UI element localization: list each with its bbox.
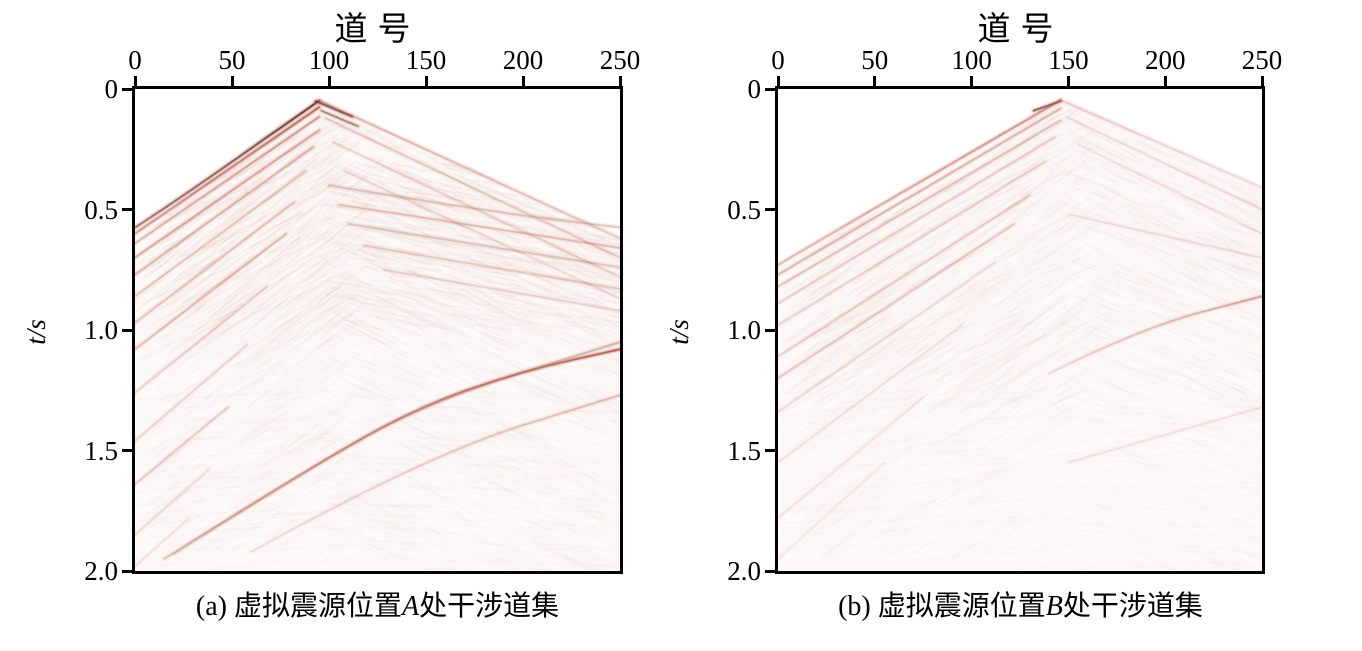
y-tick-mark xyxy=(765,208,775,211)
x-tick-mark xyxy=(424,76,428,86)
x-tick-label: 100 xyxy=(951,45,992,75)
caption-text: (b) 虚拟震源位置 xyxy=(838,591,1046,622)
y-tick-mark xyxy=(122,208,132,211)
y-tick-label: 1.5 xyxy=(727,435,761,466)
x-tick-mark xyxy=(327,76,331,86)
x-tick-mark xyxy=(873,76,877,86)
y-tick-label: 2.0 xyxy=(84,556,118,586)
x-tick-mark xyxy=(133,76,137,86)
y-tick-label: 2.0 xyxy=(727,556,761,586)
x-axis-title: 道号 xyxy=(334,12,421,48)
x-tick-label: 0 xyxy=(128,45,142,75)
x-tick-mark xyxy=(618,76,622,86)
caption-b: (b) 虚拟震源位置B处干涉道集 xyxy=(753,584,1288,624)
y-tick-mark xyxy=(122,569,132,573)
x-tick-mark xyxy=(521,76,525,86)
y-tick-label: 1.0 xyxy=(727,315,761,345)
y-tick-mark xyxy=(765,449,775,452)
y-tick-mark xyxy=(122,87,132,91)
x-tick-mark xyxy=(1066,76,1070,86)
seismic-gather-canvas-a xyxy=(135,89,620,571)
x-tick-mark xyxy=(230,76,234,86)
caption-text: 处干涉道集 xyxy=(419,591,560,622)
x-tick-mark xyxy=(970,76,974,86)
y-tick-label: 1.5 xyxy=(84,435,118,466)
x-tick-mark xyxy=(776,76,780,86)
caption-a: (a) 虚拟震源位置A处干涉道集 xyxy=(110,584,645,624)
x-tick-label: 50 xyxy=(218,45,246,75)
caption-letter: B xyxy=(1045,591,1063,622)
y-tick-label: 0 xyxy=(747,74,762,104)
x-tick-label: 50 xyxy=(861,45,889,75)
y-tick-mark xyxy=(765,328,775,332)
y-tick-label: 1.0 xyxy=(84,315,118,345)
x-tick-label: 100 xyxy=(308,45,350,75)
x-axis-title: 道号 xyxy=(977,12,1064,48)
caption-text: 处干涉道集 xyxy=(1062,591,1203,622)
y-tick-label: 0.5 xyxy=(727,194,761,225)
caption-text: (a) 虚拟震源位置 xyxy=(195,591,402,622)
seismic-gather-canvas-b xyxy=(778,89,1262,571)
y-tick-mark xyxy=(765,569,775,573)
y-tick-label: 0.5 xyxy=(84,194,118,225)
y-tick-mark xyxy=(122,449,132,452)
x-tick-label: 250 xyxy=(599,45,641,75)
y-tick-mark xyxy=(765,87,775,91)
panel-a: 道号 t/s 0 50 100 150 200 250 0 0.5 1.0 1.5 2.0 (a) … xyxy=(21,12,645,624)
x-tick-label: 0 xyxy=(771,45,785,75)
x-tick-mark xyxy=(1260,76,1264,86)
x-tick-label: 150 xyxy=(1048,45,1089,75)
x-tick-label: 250 xyxy=(1241,45,1283,75)
x-tick-label: 200 xyxy=(1144,45,1186,75)
y-tick-mark xyxy=(122,328,132,332)
y-tick-label: 0 xyxy=(104,74,119,104)
caption-letter: A xyxy=(401,591,420,622)
x-tick-label: 200 xyxy=(502,45,544,75)
x-tick-mark xyxy=(1163,76,1167,86)
panel-b: 道号 t/s 0 50 100 150 200 250 0 0.5 1.0 1.5 2.0 (b) … xyxy=(643,0,1362,651)
x-tick-label: 150 xyxy=(405,45,447,75)
